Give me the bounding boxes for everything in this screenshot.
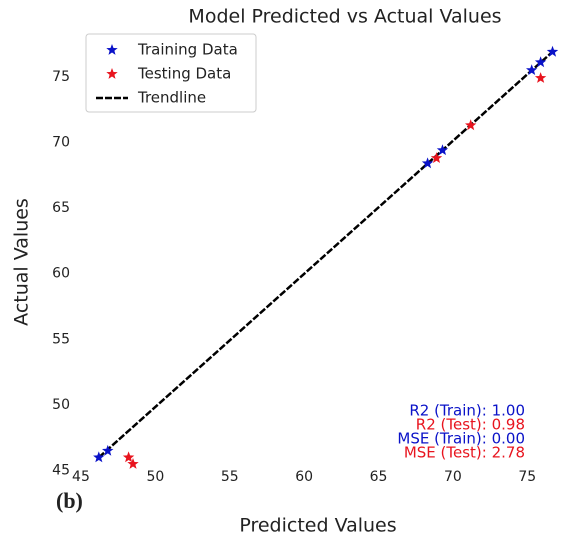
chart-title: Model Predicted vs Actual Values bbox=[188, 6, 501, 28]
annotation: R2 (Train): 1.00 bbox=[409, 402, 525, 420]
point bbox=[534, 56, 547, 68]
point bbox=[122, 451, 135, 463]
legend-label: Testing Data bbox=[137, 65, 231, 83]
point bbox=[436, 144, 449, 156]
legend-marker bbox=[106, 44, 118, 55]
x-tick-label: 45 bbox=[72, 469, 90, 485]
y-tick-label: 60 bbox=[52, 266, 70, 282]
annotation: R2 (Test): 0.98 bbox=[416, 416, 525, 434]
y-tick-label: 50 bbox=[52, 397, 70, 413]
x-tick-label: 60 bbox=[295, 469, 313, 485]
trendline bbox=[97, 50, 554, 459]
x-tick-label: 70 bbox=[444, 469, 462, 485]
legend-label: Trendline bbox=[137, 89, 206, 107]
x-tick-label: 55 bbox=[221, 469, 239, 485]
y-tick-label: 55 bbox=[52, 331, 70, 347]
point bbox=[102, 444, 114, 456]
y-tick-label: 75 bbox=[52, 69, 70, 85]
legend-marker bbox=[106, 68, 118, 79]
point bbox=[546, 45, 559, 57]
point bbox=[430, 152, 443, 163]
y-tick-label: 45 bbox=[52, 463, 70, 479]
y-tick-label: 70 bbox=[52, 134, 70, 150]
x-tick-label: 50 bbox=[146, 469, 164, 485]
point bbox=[421, 157, 434, 169]
point bbox=[93, 451, 105, 463]
y-tick-label: 65 bbox=[52, 200, 70, 216]
x-tick-label: 65 bbox=[370, 469, 388, 485]
point bbox=[465, 119, 477, 131]
legend-box bbox=[85, 33, 257, 113]
y-axis-label: Actual Values bbox=[11, 198, 33, 326]
panel-label: (b) bbox=[56, 488, 83, 513]
x-axis-label: Predicted Values bbox=[239, 515, 396, 537]
legend-label: Training Data bbox=[137, 41, 238, 59]
point bbox=[127, 458, 139, 469]
point bbox=[526, 64, 538, 75]
point bbox=[534, 72, 547, 83]
annotation: MSE (Test): 2.78 bbox=[404, 444, 525, 462]
x-tick-label: 75 bbox=[518, 469, 536, 485]
panel-label-bg bbox=[60, 487, 88, 515]
annotation: MSE (Train): 0.00 bbox=[397, 430, 525, 448]
